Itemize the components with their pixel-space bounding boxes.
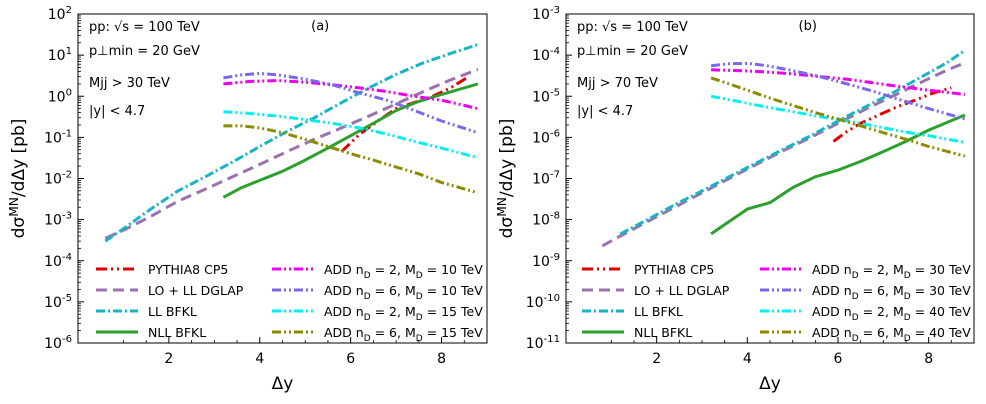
- y-tick-label: 10-4: [532, 46, 560, 64]
- legend-entry: ADD nD = 6, MD = 10 TeV: [324, 283, 483, 302]
- panel-label: (b): [799, 19, 817, 34]
- legend-entry: ADD nD = 6, MD = 15 TeV: [324, 325, 483, 344]
- series-line-add-n-d-6-m-d-40-tev: [710, 76, 966, 158]
- y-tick-label: 10-3: [44, 211, 72, 229]
- legend-entry: NLL BFKL: [634, 325, 692, 340]
- series-line-add-n-d-6-m-d-15-tev: [223, 124, 479, 195]
- x-axis-label: Δy: [272, 374, 294, 394]
- y-tick-label: 10-8: [532, 211, 560, 229]
- annotation-3: |y| < 4.7: [89, 104, 145, 119]
- annotation-3: |y| < 4.7: [577, 104, 633, 119]
- annotation-1: p⊥min = 20 GeV: [89, 44, 200, 59]
- y-tick-label: 10-10: [526, 293, 560, 311]
- y-axis-label: dσMN/dΔy [pb]: [7, 119, 29, 239]
- y-tick-label: 10-1: [44, 128, 72, 146]
- y-axis-label: dσMN/dΔy [pb]: [495, 119, 517, 239]
- x-tick-label: 4: [743, 351, 752, 367]
- legend-entry: ADD nD = 2, MD = 40 TeV: [812, 304, 971, 323]
- y-tick-label: 10-11: [526, 334, 560, 352]
- series-group: [601, 49, 966, 248]
- series-line-add-n-d-2-m-d-10-tev: [223, 79, 479, 111]
- chart-panel-b: 10-11 10-10 10-9 10-8 10-7 10-6 10-5 10-4 10-3 2 4…: [495, 5, 975, 394]
- x-tick-label: 2: [652, 351, 661, 367]
- annotation-2: Mjj > 30 TeV: [89, 76, 170, 91]
- annotation-0: pp: √s = 100 TeV: [577, 20, 688, 35]
- series-group: [104, 43, 479, 243]
- y-tick-label: 102: [48, 5, 72, 23]
- x-axis-label: Δy: [759, 374, 781, 394]
- y-tick-label: 10-3: [532, 5, 560, 23]
- x-tick-label: 6: [834, 351, 843, 367]
- series-line-add-n-d-2-m-d-15-tev: [223, 110, 479, 160]
- legend-entry: LO + LL DGLAP: [148, 283, 244, 298]
- y-tick-label: 10-5: [532, 87, 560, 105]
- legend-entry: ADD nD = 2, MD = 30 TeV: [812, 262, 971, 281]
- legend-entry: LO + LL DGLAP: [634, 283, 730, 298]
- x-tick-label: 6: [346, 351, 355, 367]
- y-tick-label: 10-6: [44, 334, 72, 352]
- y-tick-label: 10-4: [44, 252, 72, 270]
- annotation-0: pp: √s = 100 TeV: [89, 20, 200, 35]
- x-tick-label: 8: [437, 351, 446, 367]
- legend-entry: ADD nD = 2, MD = 15 TeV: [324, 304, 483, 323]
- x-tick-label: 4: [255, 351, 264, 367]
- annotation-2: Mjj > 70 TeV: [577, 76, 658, 91]
- series-line-ll-bfkl: [104, 43, 479, 243]
- axes-frame: [77, 13, 488, 344]
- series-line-nll-bfkl: [222, 82, 479, 199]
- legend-entry: ADD nD = 6, MD = 30 TeV: [812, 283, 971, 302]
- series-line-add-n-d-6-m-d-10-tev: [223, 71, 479, 135]
- legend-entry: ADD nD = 2, MD = 10 TeV: [324, 262, 483, 281]
- panel-label: (a): [311, 19, 329, 34]
- x-tick-label: 8: [924, 351, 933, 367]
- series-line-add-n-d-6-m-d-30-tev: [710, 61, 966, 121]
- series-line-ll-bfkl: [619, 49, 966, 236]
- legend-entry: PYTHIA8 CP5: [148, 262, 228, 277]
- series-line-add-n-d-2-m-d-30-tev: [711, 68, 966, 96]
- y-tick-label: 101: [48, 46, 72, 64]
- y-tick-label: 10-2: [44, 170, 72, 188]
- x-tick-label: 2: [164, 351, 173, 367]
- series-line-nll-bfkl: [710, 113, 966, 236]
- y-tick-label: 10-7: [532, 170, 560, 188]
- chart-panel-a: 10-6 10-5 10-4 10-3 10-2 10-1 100 101 102 2 4 6 8 pp:…: [7, 5, 488, 394]
- legend-entry: LL BFKL: [634, 304, 683, 319]
- series-line-lo-ll-dglap: [104, 67, 479, 240]
- legend-entry: PYTHIA8 CP5: [634, 262, 714, 277]
- series-line-pythia8-cp5: [340, 75, 470, 153]
- y-tick-label: 10-5: [44, 293, 72, 311]
- annotation-1: p⊥min = 20 GeV: [577, 44, 688, 59]
- axes-frame: [565, 13, 975, 344]
- y-tick-label: 10-9: [532, 252, 560, 270]
- y-tick-label: 10-6: [532, 128, 560, 146]
- y-tick-label: 100: [48, 87, 72, 105]
- legend-entry: NLL BFKL: [148, 325, 206, 340]
- legend-entry: LL BFKL: [148, 304, 197, 319]
- legend-entry: ADD nD = 6, MD = 40 TeV: [812, 325, 971, 344]
- series-line-pythia8-cp5: [832, 86, 952, 143]
